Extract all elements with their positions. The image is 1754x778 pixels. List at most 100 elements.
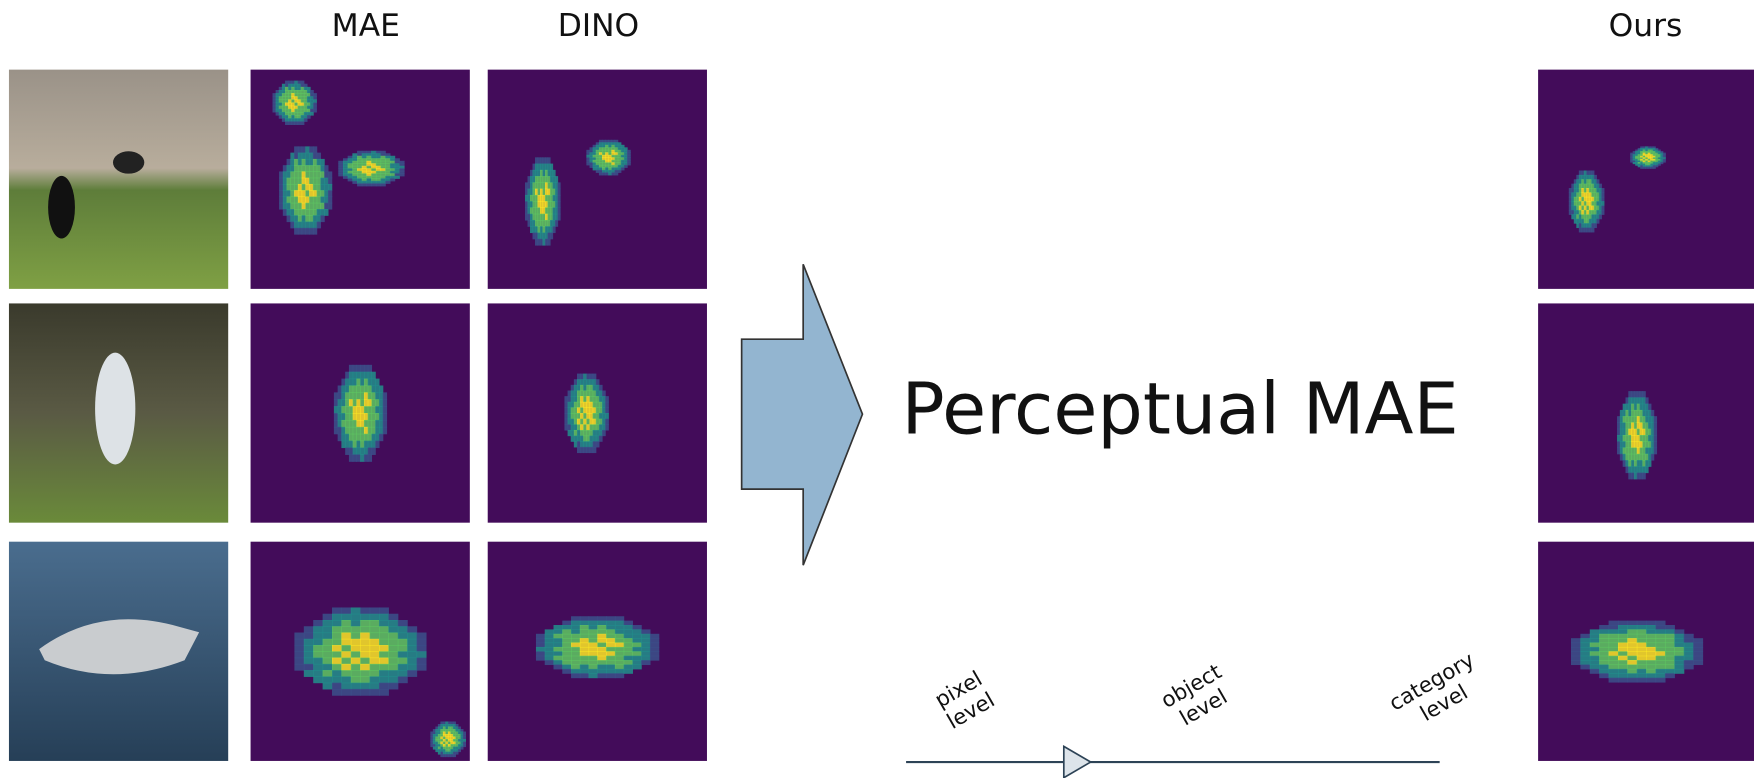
heatmap-cell [364, 399, 368, 406]
heatmap-cell [368, 379, 372, 386]
heatmap-cell [341, 689, 351, 696]
heatmap-cell [379, 427, 383, 434]
heatmap-cell [632, 647, 641, 652]
heatmap-cell [309, 159, 313, 166]
heatmap-cell [390, 178, 395, 181]
heatmap-cell [1627, 621, 1637, 626]
heatmap-cell [589, 664, 598, 669]
heatmap-cell [324, 165, 328, 172]
heatmap-cell [283, 178, 287, 185]
heatmap-cell [597, 660, 606, 665]
heatmap-cell [1627, 647, 1637, 652]
heatmap-cell [371, 183, 376, 186]
heatmap-cell [463, 744, 466, 747]
heatmap-cell [395, 176, 400, 179]
heatmap-cell [317, 222, 321, 229]
heatmap-cell [571, 616, 580, 621]
heatmap-cell [341, 664, 351, 671]
heatmap-cell [641, 660, 650, 665]
heatmap-cell [553, 170, 556, 177]
heatmap-cell [364, 448, 368, 455]
heatmap-cell [290, 190, 294, 197]
heatmap-cell [641, 638, 650, 643]
heatmap-cell [562, 647, 571, 652]
heatmap-cell [1627, 678, 1637, 683]
heatmap-cell [320, 178, 324, 185]
heatmap-cell [304, 670, 314, 677]
heatmap-cell [1590, 647, 1600, 652]
heatmap-cell [624, 629, 633, 634]
heatmap-cell [1618, 678, 1628, 683]
heatmap-cell [407, 651, 417, 658]
heatmap-cell [615, 669, 624, 674]
heatmap-cell [407, 645, 417, 652]
heatmap-cell [313, 639, 323, 646]
heatmap-cell [368, 441, 372, 448]
heatmap-cell [317, 203, 321, 210]
heatmap-cell [1596, 179, 1599, 184]
heatmap-cell [320, 215, 324, 222]
heatmap-cell [615, 673, 624, 678]
heatmap-cell [536, 656, 545, 661]
heatmap-cell [332, 658, 342, 665]
heatmap-cell [313, 209, 317, 216]
heatmap-cell [313, 153, 317, 160]
heatmap-cell [383, 406, 387, 413]
heatmap-cell [364, 454, 368, 461]
heatmap-cell [1618, 621, 1628, 626]
heatmap-cell [555, 220, 558, 227]
heatmap-cell [545, 660, 554, 665]
heatmap-cell [624, 647, 633, 652]
heatmap-cell [334, 406, 338, 413]
heatmap-cell [1609, 621, 1619, 626]
heatmap-cell [615, 638, 624, 643]
heatmap-cell [589, 669, 598, 674]
heatmap-cell [571, 664, 580, 669]
heatmap-cell [606, 656, 615, 661]
heatmap-cell [1665, 660, 1675, 665]
heatmap-cell [580, 669, 589, 674]
heatmap-cell [294, 633, 304, 640]
heatmap-cell [381, 183, 386, 186]
heatmap-cell [1693, 643, 1703, 648]
heatmap-cell [304, 645, 314, 652]
heatmap-cell [1609, 638, 1619, 643]
heatmap-cell [1665, 634, 1675, 639]
heatmap-cell [1618, 629, 1628, 634]
heatmap-bg [488, 70, 707, 289]
heatmap-cell [1637, 638, 1647, 643]
heatmap-cell [593, 374, 597, 380]
heatmap-cell [313, 184, 317, 191]
scale-label: categorylevel [1385, 648, 1491, 738]
heatmap-cell [345, 434, 349, 441]
heatmap-cell [351, 676, 361, 683]
heatmap-cell [375, 399, 379, 406]
heatmap-cell [294, 184, 298, 191]
heatmap-cell [370, 676, 380, 683]
heatmap-cell [417, 664, 427, 671]
heatmap-cell [305, 228, 309, 235]
heatmap-cell [360, 620, 370, 627]
heatmap-cell [294, 651, 304, 658]
heatmap-cell [283, 203, 287, 210]
heatmap-cell [602, 430, 606, 436]
heatmap-cell [313, 146, 317, 153]
heatmap-cell [1590, 634, 1600, 639]
heatmap-cell [313, 228, 317, 235]
heatmap-cell [360, 683, 370, 690]
heatmap-cell [364, 372, 368, 379]
heatmap-cell [1665, 656, 1675, 661]
heatmap-cell [1656, 643, 1666, 648]
heatmap-cell [353, 413, 357, 420]
heatmap-cell [349, 448, 353, 455]
heatmap-cell [356, 448, 360, 455]
heatmap-cell [1618, 643, 1628, 648]
heatmap-cell [294, 222, 298, 229]
heatmap-cell [338, 420, 342, 427]
photo-detail [95, 353, 135, 465]
heatmap-cell [349, 406, 353, 413]
heatmap-cell [370, 689, 380, 696]
heatmap-cell [388, 676, 398, 683]
heatmap-cell [343, 176, 348, 179]
heatmap-cell [597, 629, 606, 634]
